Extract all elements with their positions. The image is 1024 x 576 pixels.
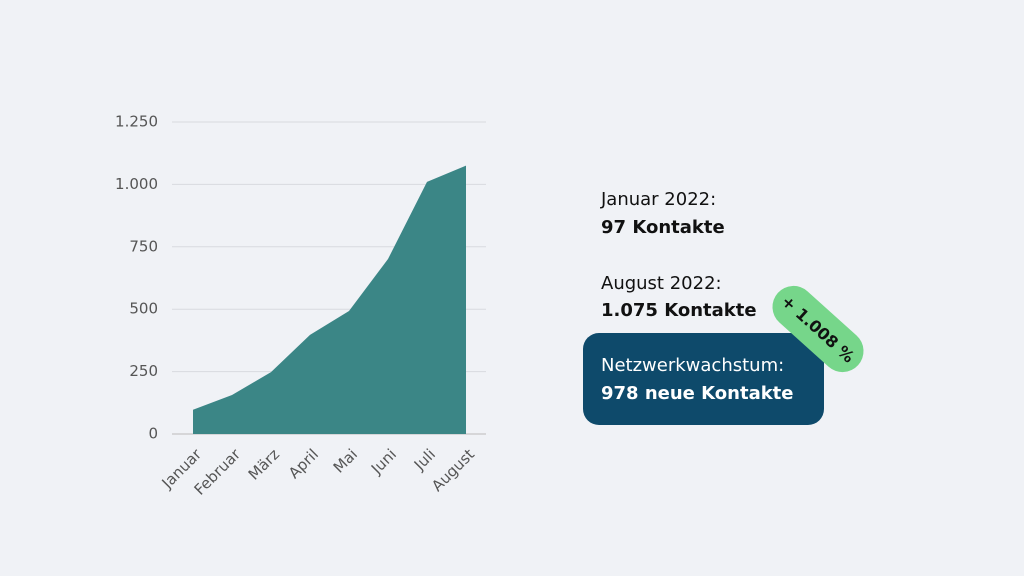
x-tick-label: August [428,445,478,495]
start-label: Januar 2022: [600,189,716,210]
y-tick-label: 250 [129,362,158,380]
growth-value: 978 neue Kontakte [601,383,794,404]
y-tick-label: 1.250 [115,113,158,131]
badge-bg [772,285,864,373]
y-tick-label: 0 [148,425,158,443]
x-tick-label: Mai [330,445,361,476]
x-tick-label: April [285,445,322,482]
x-tick-label: Juni [367,445,400,478]
end-label: August 2022: [601,273,722,294]
y-tick-label: 750 [129,237,158,255]
growth-box [583,333,824,425]
end-value: 1.075 Kontakte [601,300,757,321]
x-tick-label: Juli [410,445,439,474]
area [193,165,466,434]
x-tick-label: März [245,445,283,483]
start-value: 97 Kontakte [601,217,725,238]
y-tick-label: 1.000 [115,175,158,193]
y-tick-label: 500 [129,300,158,318]
growth-label: Netzwerkwachstum: [601,355,784,376]
